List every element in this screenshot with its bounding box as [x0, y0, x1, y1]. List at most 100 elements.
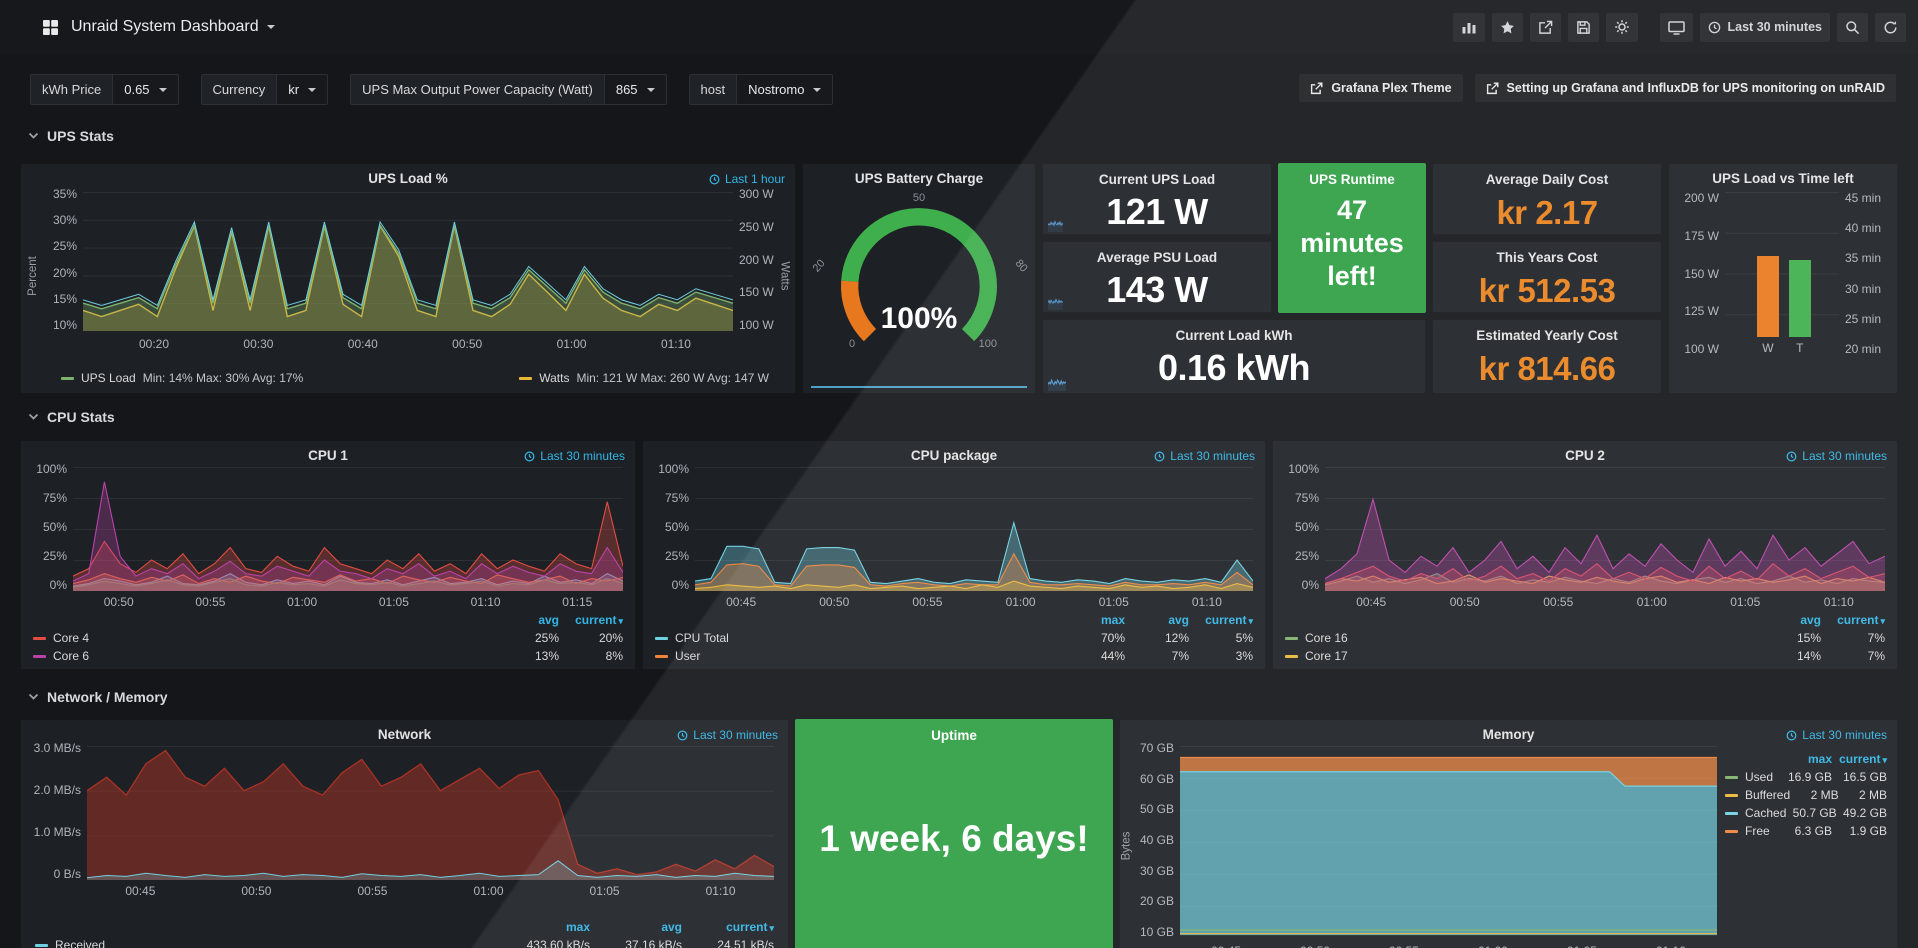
- legend-series-name[interactable]: User: [655, 649, 1061, 663]
- legend-column-header[interactable]: current: [1189, 613, 1253, 627]
- panel-title[interactable]: Current UPS Load: [1098, 172, 1216, 187]
- navbar-left: Unraid System Dashboard: [12, 18, 275, 36]
- variable-value-dropdown[interactable]: kr: [276, 74, 329, 105]
- legend-series-name[interactable]: Free: [1725, 824, 1777, 838]
- axis-tick-label: 01:05: [1098, 595, 1129, 609]
- panel-ups-load: UPS Load % Last 1 hour Percent Watts 35%…: [20, 163, 796, 394]
- panel-title[interactable]: UPS Load %: [368, 171, 448, 186]
- variable-value-dropdown[interactable]: 865: [603, 74, 667, 105]
- legend-column-header[interactable]: avg: [661, 920, 682, 934]
- panel-title[interactable]: Current Load kWh: [1175, 328, 1293, 343]
- legend-series-name[interactable]: Used: [1725, 770, 1777, 784]
- legend-series-name[interactable]: Core 16: [1285, 631, 1757, 645]
- panel-title[interactable]: Average PSU Load: [1096, 250, 1218, 265]
- row-title: CPU Stats: [47, 409, 115, 425]
- badge-label: Last 30 minutes: [540, 449, 625, 463]
- memory-plot[interactable]: [1180, 746, 1717, 938]
- panel-title[interactable]: Memory: [1482, 727, 1535, 742]
- cpu2-plot[interactable]: [1325, 467, 1885, 591]
- axis-tick-label: 01:15: [562, 595, 593, 609]
- cpu-package-plot[interactable]: [695, 467, 1253, 591]
- panel-title[interactable]: CPU 2: [1565, 448, 1605, 463]
- panel-title[interactable]: UPS Battery Charge: [854, 171, 984, 186]
- panel-title[interactable]: Average Daily Cost: [1485, 172, 1609, 187]
- star-button[interactable]: [1491, 12, 1523, 42]
- zoom-out-button[interactable]: [1837, 12, 1868, 42]
- legend-column-header[interactable]: avg: [1800, 613, 1821, 627]
- network-plot[interactable]: [87, 746, 774, 880]
- axis-tick-label: 01:00: [1005, 595, 1036, 609]
- row-header-cpu-stats[interactable]: CPU Stats: [28, 409, 115, 425]
- legend-column-header[interactable]: max: [1807, 752, 1832, 766]
- add-panel-button[interactable]: [1452, 12, 1485, 42]
- submenu: kWh Price 0.65 Currency kr UPS Max Outpu…: [30, 74, 1896, 105]
- legend-column-header[interactable]: current: [559, 613, 623, 627]
- stat-value: kr 512.53: [1478, 272, 1616, 309]
- variable-value-dropdown[interactable]: 0.65: [112, 74, 179, 105]
- tv-mode-button[interactable]: [1659, 12, 1693, 42]
- ups-load-plot[interactable]: [83, 192, 733, 331]
- legend-column-header[interactable]: max: [1100, 613, 1125, 627]
- row-header-ups-stats[interactable]: UPS Stats: [28, 128, 114, 144]
- dashboard-title-button[interactable]: Unraid System Dashboard: [71, 18, 275, 36]
- axis-tick-label: 30 GB: [1139, 863, 1174, 878]
- cpu-package-chart: [695, 467, 1253, 591]
- legend-column-header[interactable]: max: [565, 920, 590, 934]
- time-range-button[interactable]: Last 30 minutes: [1699, 12, 1830, 42]
- variable-value: 865: [615, 82, 638, 97]
- settings-button[interactable]: [1605, 12, 1638, 42]
- link-ups-monitoring-guide[interactable]: Setting up Grafana and InfluxDB for UPS …: [1474, 74, 1896, 102]
- refresh-button[interactable]: [1875, 12, 1906, 42]
- legend-column-header[interactable]: current: [682, 920, 774, 934]
- axis-tick-label: 70 GB: [1139, 741, 1174, 755]
- panel-ups-load-vs-time-left: UPS Load vs Time left 200 W 175 W 150 W 125…: [1668, 163, 1898, 394]
- legend-series-name[interactable]: Cached: [1725, 806, 1786, 820]
- variable-label: UPS Max Output Power Capacity (Watt): [350, 74, 604, 105]
- panel-title[interactable]: Network: [377, 727, 432, 742]
- axis-tick-label: 01:00: [287, 595, 318, 609]
- cpu2-chart: [1325, 467, 1885, 591]
- legend-series-name[interactable]: CPU Total: [655, 631, 1061, 645]
- panel-title[interactable]: This Years Cost: [1496, 250, 1598, 265]
- panel-title[interactable]: CPU package: [910, 448, 998, 463]
- legend-column-header[interactable]: current: [1821, 613, 1885, 627]
- legend-series-color: [1725, 811, 1738, 815]
- dashboards-grid-icon[interactable]: [42, 19, 59, 36]
- legend-series-name[interactable]: UPS Load: [81, 371, 136, 385]
- save-button[interactable]: [1567, 12, 1599, 42]
- legend-row: Buffered 2 MB 2 MB: [1725, 786, 1887, 804]
- cpu1-plot[interactable]: [73, 467, 623, 591]
- legend-series-name[interactable]: Watts: [539, 371, 570, 385]
- panel-title[interactable]: UPS Runtime: [1309, 172, 1395, 187]
- legend-value: 13%: [534, 649, 559, 663]
- panel-title[interactable]: Estimated Yearly Cost: [1476, 328, 1618, 343]
- legend-value: 14%: [1796, 649, 1821, 663]
- legend-series-name[interactable]: Core 6: [33, 649, 495, 663]
- axis-tick-label: 35 min: [1845, 251, 1882, 266]
- legend-series-name[interactable]: Buffered: [1725, 788, 1790, 802]
- panel-title[interactable]: Uptime: [931, 728, 977, 743]
- axis-tick-label: 00:45: [1211, 944, 1241, 948]
- legend-series-name[interactable]: Core 17: [1285, 649, 1757, 663]
- axis-tick-label: 1.0 MB/s: [33, 825, 81, 839]
- legend-series-name[interactable]: Received: [35, 938, 498, 948]
- panel-uptime: Uptime 1 week, 6 days!: [795, 719, 1113, 948]
- panel-title[interactable]: CPU 1: [308, 448, 348, 463]
- panel-title[interactable]: UPS Load vs Time left: [1712, 171, 1854, 186]
- legend-column-header[interactable]: avg: [1168, 613, 1189, 627]
- legend-column-header[interactable]: avg: [538, 613, 559, 627]
- save-icon: [1576, 20, 1590, 34]
- legend-column-header[interactable]: current: [1832, 752, 1887, 766]
- axis-tick-label: 01:05: [1730, 595, 1761, 609]
- panel-cpu-package: CPU package Last 30 minutes 100% 75% 50% 25…: [642, 440, 1266, 670]
- share-button[interactable]: [1529, 12, 1561, 42]
- variable-value-dropdown[interactable]: Nostromo: [736, 74, 834, 105]
- legend-series-color: [61, 376, 74, 380]
- bar-W: [1756, 255, 1779, 337]
- x-axis-ticks: 00:50 00:55 01:00 01:05 01:10 01:15: [73, 595, 623, 609]
- legend-series-name[interactable]: Core 4: [33, 631, 495, 645]
- link-grafana-plex-theme[interactable]: Grafana Plex Theme: [1299, 74, 1463, 102]
- axis-tick-label: 00:55: [1389, 944, 1419, 948]
- row-header-network-memory[interactable]: Network / Memory: [28, 689, 168, 705]
